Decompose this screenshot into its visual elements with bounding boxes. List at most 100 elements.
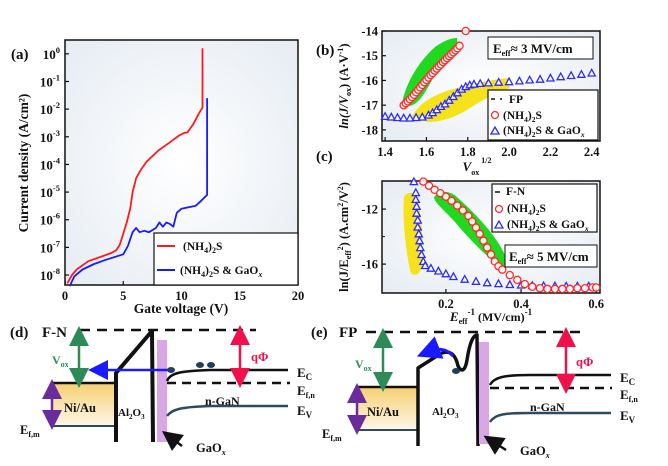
data-point-circle — [505, 270, 515, 280]
qphi-label-d: qΦ — [251, 350, 268, 364]
legend-b: FP (NH4)2S (NH4)2S & GaOx — [487, 89, 599, 141]
y-tick-label: -17 — [361, 99, 378, 113]
emission-arrow-e — [416, 336, 455, 359]
data-point-triangle — [505, 279, 515, 289]
legend-c-entry-2: (NH4)2S & GaOx — [507, 219, 589, 233]
data-point-circle — [535, 283, 545, 293]
data-point-circle — [565, 284, 575, 294]
series-line-nh4-2s — [66, 48, 204, 284]
panel-label-c: (c) — [316, 149, 333, 165]
data-point-triangle — [405, 113, 415, 122]
data-point-triangle — [420, 260, 430, 270]
data-point-triangle — [415, 242, 425, 252]
y-tick-label: -14 — [361, 25, 378, 39]
x-tick-label: 0.6 — [588, 297, 604, 311]
legend-c: F-N (NH4)2S (NH4)2S & GaOx — [491, 183, 598, 233]
panel-label-e: (e) — [311, 325, 328, 341]
data-point-circle — [528, 282, 537, 292]
x-axis-label-c: Eeff-1 (MV/cm)-1 — [449, 307, 533, 326]
data-point-triangle — [411, 208, 422, 217]
trapped-electron-icon — [452, 368, 460, 374]
qphi-label-e: qΦ — [576, 355, 593, 369]
legend-b-marker-triangle — [489, 125, 501, 135]
legend-c-box — [491, 183, 598, 233]
x-tick-label: 1.8 — [460, 145, 476, 159]
mechanism-title-d: F-N — [42, 325, 67, 341]
valence-band-d — [165, 404, 288, 417]
data-point-circle — [479, 236, 488, 245]
y-tick-label: 10-3 — [40, 128, 60, 145]
data-point-circle — [471, 223, 481, 232]
panel-d-band-diagram: (d) F-N Ni/Au Vox Ef,m Al2O3 qΦ n-GaN — [10, 325, 315, 457]
electron-icon — [167, 367, 175, 373]
legend-b-marker-circle — [490, 110, 500, 120]
x-tick-label: 2.0 — [501, 145, 517, 159]
data-point-triangle — [587, 68, 597, 77]
y-tick-label: 10-5 — [40, 183, 60, 200]
panel-c: (c) -12 -16 0.2 0.4 0.6 ln(J/Eeff2) (A.cm2/V… — [316, 149, 604, 326]
vox-label-d: Vox — [52, 353, 69, 369]
data-point-circle — [461, 26, 470, 36]
data-point-circle — [591, 283, 601, 292]
y-tick-label: 10-8 — [40, 266, 60, 283]
data-point-circle — [482, 243, 492, 252]
data-point-circle — [475, 229, 484, 239]
annotation-b: Eeff≈ 3 MV/cm — [493, 41, 573, 58]
data-point-triangle — [482, 277, 492, 287]
data-point-circle — [455, 41, 464, 51]
data-point-triangle — [386, 112, 396, 121]
data-point-triangle — [514, 75, 525, 85]
data-point-triangle — [545, 73, 556, 82]
y-tick-label: 10-2 — [40, 100, 60, 117]
y-axis-label-a: Current density (A/cm²) — [16, 94, 31, 233]
legend-b-entry-fp: FP — [509, 94, 523, 106]
data-point-circle — [452, 201, 462, 210]
data-point-circle — [550, 284, 560, 294]
x-axis-label-a: Gate voltage (V) — [134, 301, 228, 316]
al2o3-label-e: Al2O3 — [432, 406, 459, 420]
legend-a-box — [153, 232, 299, 286]
data-point-triangle — [475, 78, 485, 88]
al2o3-barrier-d — [114, 329, 155, 443]
x-tick-label: 10 — [175, 289, 188, 303]
y-tick-label: -18 — [361, 123, 378, 137]
gaox-pointer-arrow-d — [162, 431, 184, 451]
gaox-label-d: GaOx — [196, 441, 226, 457]
panel-label-b: (b) — [316, 43, 334, 59]
data-point-triangle — [566, 70, 576, 80]
data-point-circle — [513, 275, 522, 285]
y-axis-label-c: ln(J/Eeff2) (A.cm2/V2) — [336, 182, 353, 292]
data-point-triangle — [535, 74, 545, 83]
x-axis-ticks-a: 0 5 10 15 20 — [62, 281, 304, 303]
ec-label-e: EC — [620, 370, 635, 387]
efn-label-d: Ef,n — [297, 383, 315, 400]
gaox-pointer-arrow-e — [483, 435, 507, 455]
data-point-circle — [419, 177, 428, 186]
x-tick-label: 1.6 — [419, 145, 435, 159]
x-tick-label: 2.4 — [584, 145, 600, 159]
y-tick-label: 10-4 — [40, 155, 61, 172]
axis-ticks-c: -12 -16 0.2 0.4 0.6 — [361, 203, 604, 311]
data-point-circle — [441, 192, 451, 201]
data-point-circle — [467, 217, 477, 226]
legend-a-entry-2: (NH4)2S & GaOx — [180, 265, 262, 279]
valence-band-e — [488, 411, 611, 423]
data-point-triangle — [409, 176, 419, 186]
annotation-box-b — [487, 36, 594, 60]
panel-b: (b) -14 -15 -16 -17 -18 1.4 1.6 1.8 2.0 2.2 2.4 ln… — [316, 25, 601, 177]
data-point-circle — [558, 284, 567, 294]
data-point-triangle — [380, 111, 390, 120]
data-point-triangle — [460, 274, 470, 283]
gaox-layer-d — [157, 340, 167, 442]
x-axis-label-b: Vox1/2 — [463, 156, 492, 177]
data-point-triangle — [494, 77, 504, 86]
data-point-triangle — [413, 222, 423, 231]
y-tick-label: 10-7 — [40, 238, 61, 255]
vox-label-e: Vox — [355, 357, 372, 373]
data-point-circle — [464, 211, 473, 221]
series-line-nh4-2s-gaox — [68, 98, 209, 287]
metal-block-d — [52, 383, 115, 426]
gaox-label-e: GaOx — [520, 444, 550, 460]
data-point-circle — [543, 284, 552, 294]
